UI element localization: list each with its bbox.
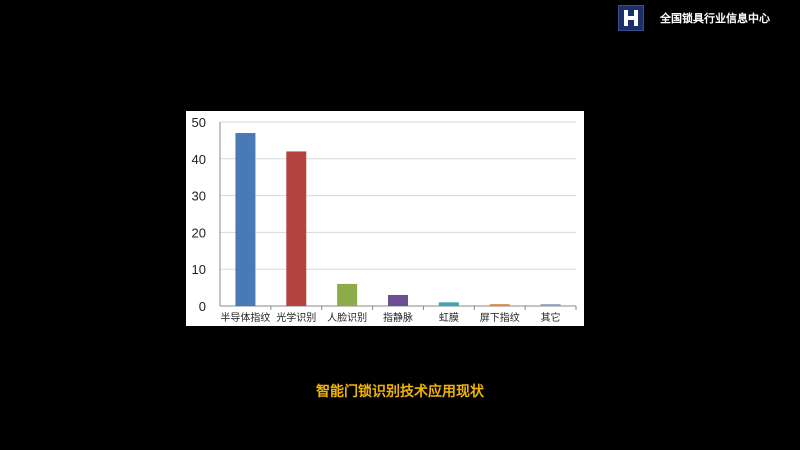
y-tick-label: 50 — [192, 115, 206, 130]
bar-4 — [388, 294, 408, 306]
x-tick-label: 虹膜 — [439, 312, 459, 324]
brand-name: 全国锁具行业信息中心 — [660, 12, 770, 25]
x-tick-label: 屏下指纹 — [480, 311, 520, 324]
y-tick-label: 40 — [192, 152, 206, 167]
x-tick-label: 光学识别 — [276, 311, 316, 324]
y-tick-label: 30 — [192, 189, 206, 204]
logo — [618, 5, 644, 31]
bar-3 — [337, 283, 358, 306]
x-tick-label: 其它 — [541, 311, 561, 324]
logo-h-icon — [624, 10, 638, 26]
bar-2 — [286, 151, 307, 306]
bar-5 — [438, 302, 459, 306]
bar-1 — [235, 133, 256, 306]
y-tick-label: 0 — [199, 299, 206, 314]
bar-chart: 0 10 20 30 40 50 半导体指纹 光学识别 人脸识别 指静脉 虹膜 屏下指纹 其它 — [192, 115, 577, 324]
chart-panel: 0 10 20 30 40 50 半导体指纹 光学识别 人脸识别 指静脉 虹膜 屏下指纹 其它 — [186, 111, 584, 326]
bar-7 — [540, 304, 561, 306]
bar-6 — [489, 304, 510, 306]
x-tick-label: 指静脉 — [383, 311, 413, 324]
x-tick-label: 人脸识别 — [327, 311, 367, 324]
y-tick-label: 20 — [192, 225, 206, 240]
x-tick-label: 半导体指纹 — [220, 311, 270, 324]
y-tick-label: 10 — [192, 262, 206, 277]
caption: 智能门锁识别技术应用现状 — [316, 384, 484, 400]
